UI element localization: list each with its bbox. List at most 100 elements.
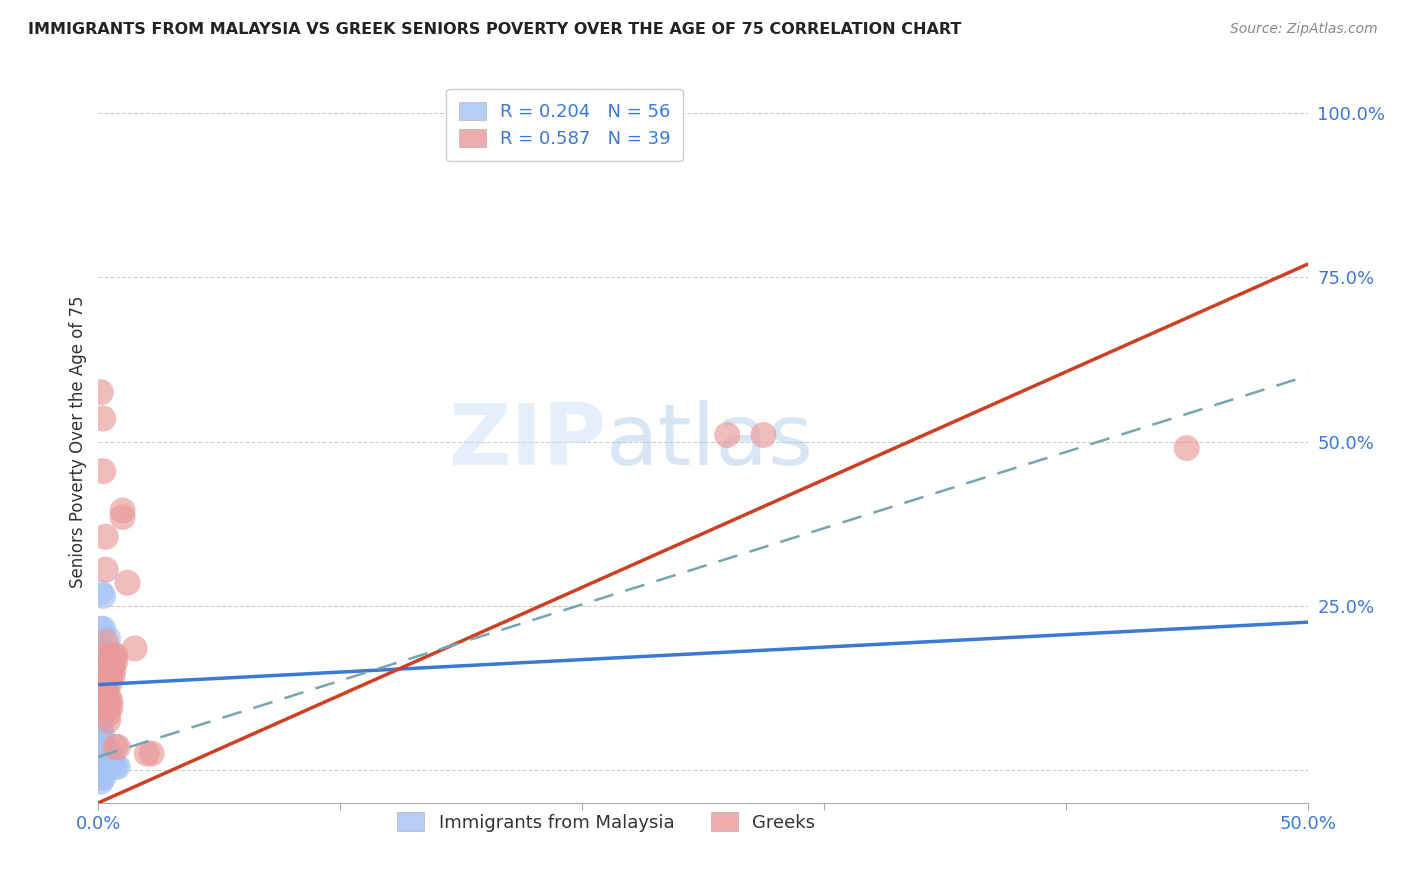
Point: [91, 747, 114, 761]
Point: [90, 771, 112, 785]
Point: [111, 510, 134, 524]
Point: [100, 661, 122, 675]
Point: [97, 632, 120, 646]
Point: [100, 700, 122, 714]
Legend: Immigrants from Malaysia, Greeks: Immigrants from Malaysia, Greeks: [385, 800, 828, 845]
Point: [94, 757, 117, 772]
Point: [104, 648, 127, 662]
Point: [100, 747, 122, 761]
Point: [104, 760, 127, 774]
Point: [101, 661, 124, 675]
Point: [90, 585, 112, 599]
Point: [91, 771, 114, 785]
Point: [716, 428, 738, 442]
Y-axis label: Seniors Poverty Over the Age of 75: Seniors Poverty Over the Age of 75: [69, 295, 87, 588]
Point: [141, 747, 163, 761]
Point: [1175, 441, 1198, 455]
Point: [90, 714, 112, 728]
Point: [90, 707, 112, 722]
Point: [94, 530, 117, 544]
Point: [100, 756, 122, 771]
Point: [91, 411, 114, 425]
Point: [90, 761, 112, 775]
Point: [90, 655, 112, 669]
Point: [97, 707, 120, 722]
Point: [104, 655, 127, 669]
Point: [101, 655, 124, 669]
Point: [97, 700, 120, 714]
Point: [90, 733, 112, 747]
Point: [91, 622, 114, 636]
Point: [100, 667, 122, 681]
Point: [90, 727, 112, 741]
Point: [90, 739, 112, 754]
Point: [90, 385, 112, 400]
Point: [111, 503, 134, 517]
Point: [91, 727, 114, 741]
Point: [94, 681, 117, 695]
Point: [107, 760, 129, 774]
Point: [124, 641, 146, 656]
Point: [90, 747, 112, 761]
Point: [97, 694, 120, 708]
Point: [97, 714, 120, 728]
Point: [94, 661, 117, 675]
Point: [100, 674, 122, 689]
Point: [100, 694, 122, 708]
Point: [94, 747, 117, 761]
Point: [90, 661, 112, 675]
Point: [91, 761, 114, 775]
Point: [90, 766, 112, 780]
Point: [90, 622, 112, 636]
Point: [91, 655, 114, 669]
Point: [90, 687, 112, 701]
Point: [91, 589, 114, 603]
Point: [117, 575, 139, 590]
Point: [90, 687, 112, 701]
Point: [91, 753, 114, 767]
Point: [94, 761, 117, 775]
Text: atlas: atlas: [606, 400, 814, 483]
Point: [91, 733, 114, 747]
Point: [90, 694, 112, 708]
Point: [90, 714, 112, 728]
Point: [90, 674, 112, 689]
Point: [135, 747, 157, 761]
Point: [107, 739, 129, 754]
Text: IMMIGRANTS FROM MALAYSIA VS GREEK SENIORS POVERTY OVER THE AGE OF 75 CORRELATION: IMMIGRANTS FROM MALAYSIA VS GREEK SENIOR…: [28, 22, 962, 37]
Point: [752, 428, 775, 442]
Point: [91, 757, 114, 772]
Text: ZIP: ZIP: [449, 400, 606, 483]
Text: Source: ZipAtlas.com: Source: ZipAtlas.com: [1230, 22, 1378, 37]
Point: [94, 687, 117, 701]
Point: [101, 756, 124, 771]
Point: [90, 700, 112, 714]
Point: [90, 720, 112, 734]
Point: [90, 700, 112, 714]
Point: [94, 648, 117, 662]
Point: [90, 667, 112, 681]
Point: [94, 753, 117, 767]
Point: [90, 757, 112, 772]
Point: [90, 674, 112, 689]
Point: [101, 667, 124, 681]
Point: [91, 641, 114, 656]
Point: [90, 707, 112, 722]
Point: [104, 739, 127, 754]
Point: [97, 687, 120, 701]
Point: [90, 774, 112, 789]
Point: [97, 747, 120, 761]
Point: [94, 635, 117, 649]
Point: [94, 563, 117, 577]
Point: [91, 739, 114, 754]
Point: [94, 674, 117, 689]
Point: [101, 648, 124, 662]
Point: [94, 667, 117, 681]
Point: [90, 661, 112, 675]
Point: [91, 464, 114, 478]
Point: [90, 694, 112, 708]
Point: [90, 641, 112, 656]
Point: [91, 766, 114, 780]
Point: [90, 667, 112, 681]
Point: [90, 753, 112, 767]
